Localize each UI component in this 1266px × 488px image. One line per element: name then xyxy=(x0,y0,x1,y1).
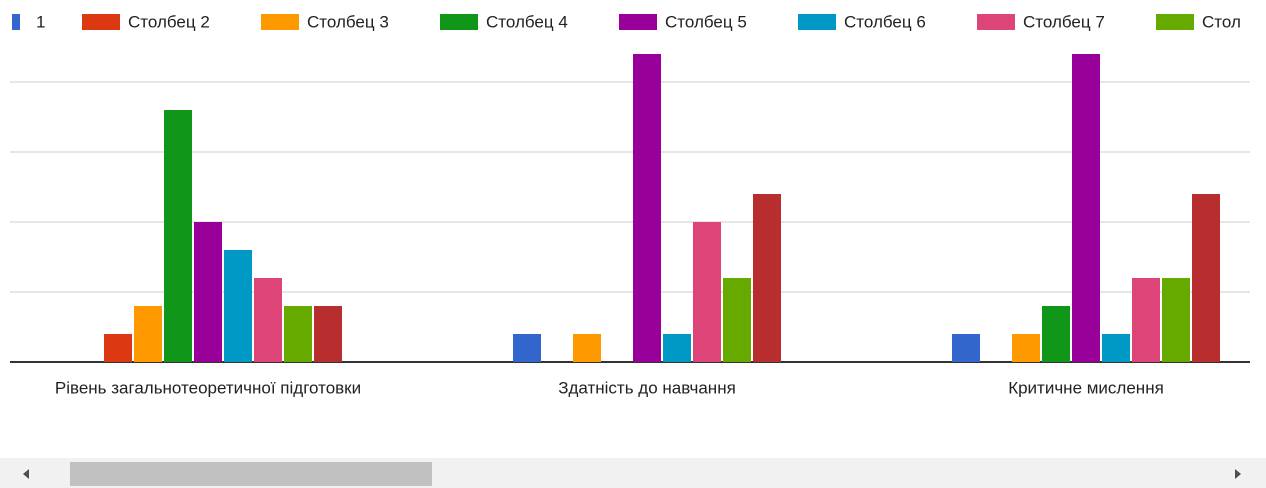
bar xyxy=(1012,334,1040,362)
legend-label: Стол xyxy=(1202,12,1241,31)
bar xyxy=(254,278,282,362)
bar xyxy=(194,222,222,362)
x-tick-label: Рівень загальнотеоретичної підготовки xyxy=(55,378,361,397)
bar xyxy=(1042,306,1070,362)
legend-label: Столбец 7 xyxy=(1023,12,1105,31)
bar xyxy=(164,110,192,362)
bar xyxy=(1192,194,1220,362)
bar xyxy=(573,334,601,362)
plot-area: Рівень загальнотеоретичної підготовки Зда… xyxy=(10,54,1250,397)
bar xyxy=(753,194,781,362)
scroll-left[interactable] xyxy=(23,469,29,479)
bar xyxy=(1102,334,1130,362)
scroll-right[interactable] xyxy=(1235,469,1241,479)
bar xyxy=(663,334,691,362)
bar xyxy=(633,54,661,362)
scroll-thumb[interactable] xyxy=(70,462,432,486)
legend-label: Столбец 2 xyxy=(128,12,210,31)
bar xyxy=(224,250,252,362)
legend-swatch xyxy=(12,14,20,30)
bar xyxy=(284,306,312,362)
bar xyxy=(693,222,721,362)
legend-swatch xyxy=(1156,14,1194,30)
legend-swatch xyxy=(977,14,1015,30)
legend-swatch xyxy=(261,14,299,30)
x-tick-label: Критичне мислення xyxy=(1008,378,1164,397)
bar xyxy=(314,306,342,362)
legend-label: Столбец 6 xyxy=(844,12,926,31)
bar xyxy=(134,306,162,362)
scrollbar[interactable] xyxy=(0,458,1266,488)
legend-swatch xyxy=(440,14,478,30)
bar xyxy=(723,278,751,362)
legend-label: Столбец 3 xyxy=(307,12,389,31)
bar xyxy=(1072,54,1100,362)
legend-swatch xyxy=(798,14,836,30)
legend-swatch xyxy=(619,14,657,30)
bar xyxy=(513,334,541,362)
bar xyxy=(1162,278,1190,362)
legend-label: Столбец 4 xyxy=(486,12,568,31)
legend-swatch xyxy=(82,14,120,30)
bar xyxy=(1132,278,1160,362)
bar xyxy=(104,334,132,362)
legend-label: Столбец 5 xyxy=(665,12,747,31)
legend: 1 Столбец 2 Столбец 3 Столбец 4 Столбец 5 Сто… xyxy=(12,12,1241,31)
legend-label: 1 xyxy=(36,12,45,31)
x-tick-label: Здатність до навчання xyxy=(558,378,736,397)
bar xyxy=(952,334,980,362)
